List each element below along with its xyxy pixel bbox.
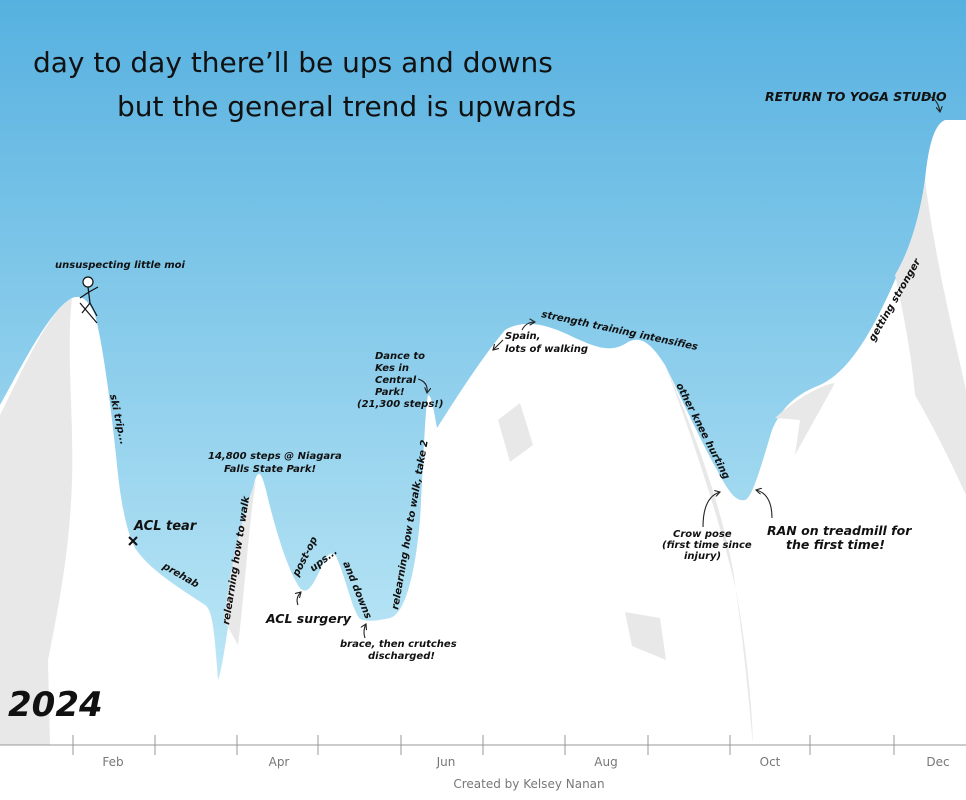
note-dance-5: (21,300 steps!) <box>357 399 443 410</box>
stick-figure-icon <box>79 276 99 324</box>
note-niagara-1: 14,800 steps @ Niagara <box>208 451 342 462</box>
note-spain-2: lots of walking <box>505 344 588 355</box>
x-tick-label-aug: Aug <box>594 755 617 769</box>
credit: Created by Kelsey Nanan <box>453 777 604 791</box>
x-axis-month-labels: Feb Apr Jun Aug Oct Dec <box>102 755 949 769</box>
note-crow-3: injury) <box>684 551 721 562</box>
note-moi: unsuspecting little moi <box>55 260 185 271</box>
note-brace-1: brace, then crutches <box>340 639 457 650</box>
x-tick-label-apr: Apr <box>269 755 290 769</box>
mountains <box>0 180 966 745</box>
x-tick-label-dec: Dec <box>926 755 949 769</box>
note-dance-2: Kes in <box>375 363 409 374</box>
title-line-2: but the general trend is upwards <box>117 90 576 123</box>
note-yoga: RETURN TO YOGA STUDIO <box>765 89 947 104</box>
x-tick-label-jun: Jun <box>436 755 456 769</box>
note-ran-2: the first time! <box>786 537 885 552</box>
note-niagara-2: Falls State Park! <box>224 464 316 475</box>
note-ran-1: RAN on treadmill for <box>767 523 912 538</box>
year-label: 2024 <box>8 685 103 725</box>
x-axis-ticks <box>72 735 895 755</box>
note-crow-1: Crow pose <box>673 529 732 540</box>
note-crow-2: (first time since <box>662 540 752 551</box>
note-acl-tear: ACL tear <box>133 519 198 534</box>
note-dance-3: Central <box>375 375 417 386</box>
note-dance-4: Park! <box>375 387 405 398</box>
note-spain-1: Spain, <box>505 331 540 342</box>
note-acl-surgery: ACL surgery <box>265 611 352 626</box>
note-dance-1: Dance to <box>375 351 425 362</box>
title-line-1: day to day there’ll be ups and downs <box>33 46 553 79</box>
x-tick-label-feb: Feb <box>102 755 123 769</box>
x-tick-label-oct: Oct <box>760 755 781 769</box>
acl-tear-marker-icon <box>128 536 138 546</box>
note-brace-2: discharged! <box>368 651 435 662</box>
